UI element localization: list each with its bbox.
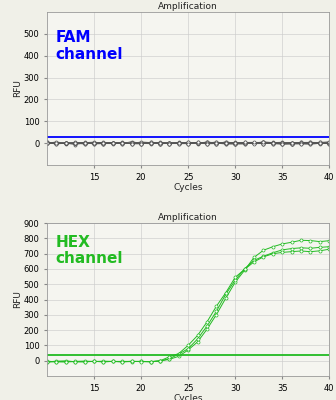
Title: Amplification: Amplification	[158, 2, 218, 11]
Text: HEX
channel: HEX channel	[55, 235, 123, 266]
X-axis label: Cycles: Cycles	[173, 394, 203, 400]
Title: Amplification: Amplification	[158, 213, 218, 222]
X-axis label: Cycles: Cycles	[173, 183, 203, 192]
Y-axis label: RFU: RFU	[13, 80, 22, 98]
Text: FAM
channel: FAM channel	[55, 30, 123, 62]
Y-axis label: RFU: RFU	[13, 290, 22, 308]
